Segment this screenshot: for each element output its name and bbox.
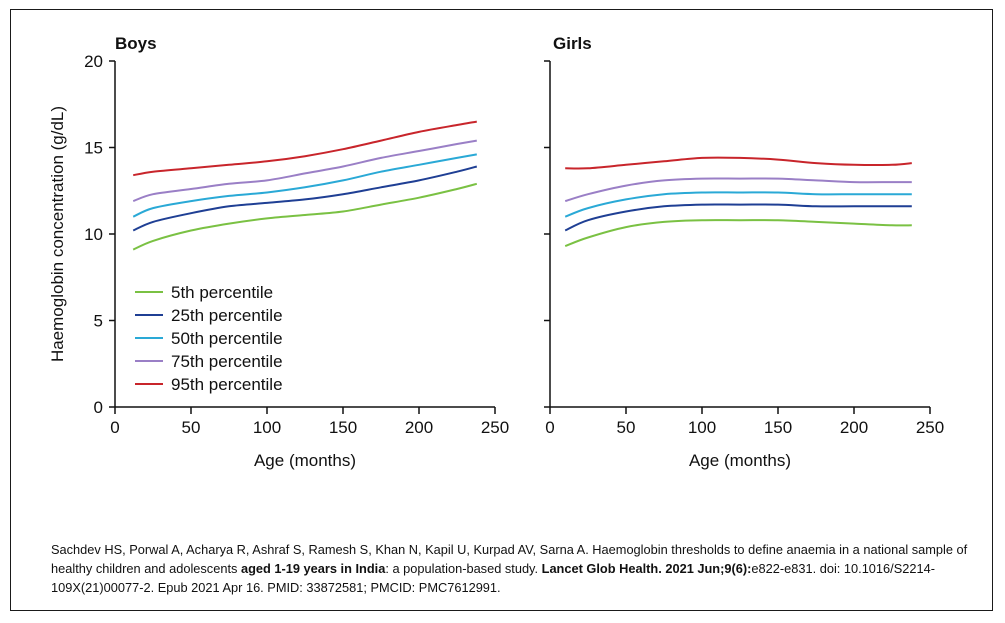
- girls-panel: Girls 0 50 100 150 200 250 Age (months): [544, 34, 944, 470]
- series-line-5th-percentile: [132, 182, 478, 251]
- y-tick-label: 10: [84, 225, 103, 244]
- x-tick-label: 250: [916, 418, 944, 437]
- series-line-75th-percentile: [132, 139, 477, 203]
- series-line-75th-percentile: [564, 177, 912, 203]
- x-tick-label: 150: [329, 418, 357, 437]
- legend-label-5th-percentile: 5th percentile: [171, 283, 273, 302]
- x-tick-label: 0: [110, 418, 119, 437]
- series-line-95th-percentile: [565, 156, 912, 170]
- series-line-25th-percentile: [564, 203, 912, 232]
- citation-part2: : a population-based study.: [385, 561, 542, 576]
- figure-frame: [10, 9, 993, 611]
- series-line-5th-percentile: [564, 219, 912, 248]
- x-tick-label: 100: [688, 418, 716, 437]
- citation-text: Sachdev HS, Porwal A, Acharya R, Ashraf …: [51, 540, 981, 597]
- x-tick-label: 150: [764, 418, 792, 437]
- series-line-95th-percentile: [133, 120, 477, 177]
- y-tick-label: 0: [94, 398, 103, 417]
- citation-bold2: Lancet Glob Health. 2021 Jun;9(6):: [541, 561, 752, 576]
- x-tick-label: 0: [545, 418, 554, 437]
- x-tick-label: 50: [182, 418, 201, 437]
- panel-title: Boys: [115, 34, 157, 53]
- series-line-25th-percentile: [132, 165, 478, 232]
- legend-label-75th-percentile: 75th percentile: [171, 352, 283, 371]
- citation-bold1: aged 1-19 years in India: [240, 561, 386, 576]
- x-axis-label: Age (months): [689, 451, 791, 470]
- y-tick-label: 20: [84, 52, 103, 71]
- legend-label-95th-percentile: 95th percentile: [171, 375, 283, 394]
- legend: 5th percentile 25th percentile 50th percen…: [135, 283, 283, 394]
- x-tick-label: 200: [840, 418, 868, 437]
- series-line-50th-percentile: [564, 191, 912, 218]
- citation-part1: Sachdev HS, Porwal A, Acharya R, Ashraf …: [51, 542, 968, 576]
- x-tick-label: 250: [481, 418, 509, 437]
- legend-label-50th-percentile: 50th percentile: [171, 329, 283, 348]
- y-tick-label: 5: [94, 312, 103, 331]
- y-tick-label: 15: [84, 139, 103, 158]
- panel-title: Girls: [553, 34, 592, 53]
- x-tick-label: 50: [617, 418, 636, 437]
- x-tick-label: 200: [405, 418, 433, 437]
- citation-part3: e822-e831. doi: 10.1016/S2214-109X(21)00…: [51, 561, 935, 595]
- y-axis-label: Haemoglobin concentration (g/dL): [48, 106, 67, 362]
- x-axis-label: Age (months): [254, 451, 356, 470]
- legend-label-25th-percentile: 25th percentile: [171, 306, 283, 325]
- series-line-50th-percentile: [132, 153, 477, 218]
- x-tick-label: 100: [253, 418, 281, 437]
